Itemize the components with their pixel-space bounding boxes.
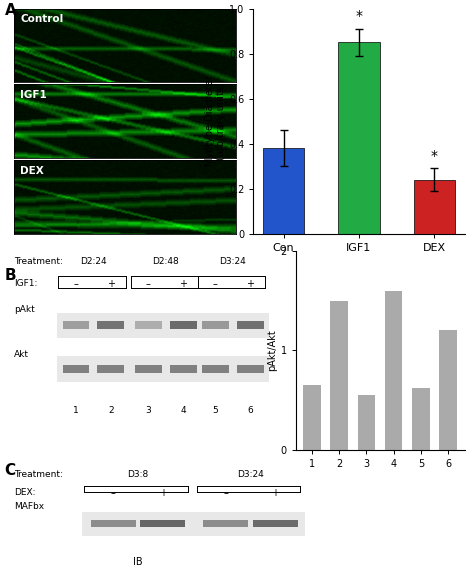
Text: –: – [213, 279, 218, 289]
Text: 6: 6 [247, 406, 253, 415]
Bar [203, 520, 248, 527]
Text: D3:24: D3:24 [237, 470, 264, 479]
Text: +: + [246, 279, 254, 289]
Text: 3: 3 [146, 406, 151, 415]
Text: +: + [179, 279, 187, 289]
Bar [412, 388, 429, 450]
Text: 5: 5 [212, 406, 219, 415]
Bar [82, 512, 305, 536]
Bar [338, 42, 380, 233]
Bar [57, 356, 269, 382]
Bar [439, 331, 457, 450]
Y-axis label: pAkt/Akt: pAkt/Akt [267, 329, 278, 371]
Bar [91, 520, 136, 527]
Text: D3:8: D3:8 [128, 470, 149, 479]
Bar [170, 321, 197, 329]
Text: IGF1:: IGF1: [14, 279, 37, 287]
Text: A: A [5, 3, 17, 18]
Bar [237, 321, 264, 329]
Text: IGF1: IGF1 [20, 90, 47, 100]
Text: Treatment:: Treatment: [14, 257, 63, 266]
Text: *: * [356, 9, 363, 23]
Text: +: + [272, 488, 279, 498]
Text: Control: Control [20, 14, 64, 24]
Bar [57, 312, 269, 339]
Bar [237, 365, 264, 373]
Text: *: * [431, 149, 438, 162]
Bar [303, 385, 321, 450]
Text: pAkt: pAkt [14, 304, 35, 314]
Text: D3:24: D3:24 [219, 257, 246, 266]
Bar [63, 365, 89, 373]
Bar [140, 520, 185, 527]
Bar [263, 148, 304, 233]
Y-axis label: Myotybe Diameter
(arbitrary units): Myotybe Diameter (arbitrary units) [204, 76, 226, 166]
Text: Treatment:: Treatment: [14, 470, 63, 479]
Text: DEX: DEX [20, 166, 44, 176]
Bar [63, 321, 89, 329]
Bar [330, 300, 348, 450]
Bar [385, 291, 402, 450]
Text: D2:48: D2:48 [153, 257, 179, 266]
Text: 2: 2 [108, 406, 114, 415]
Bar [253, 520, 298, 527]
Text: D2:24: D2:24 [80, 257, 107, 266]
Bar [170, 365, 197, 373]
Text: MAFbx: MAFbx [14, 502, 45, 511]
Text: 1: 1 [73, 406, 79, 415]
Text: DEX:: DEX: [14, 488, 36, 497]
Bar [135, 365, 162, 373]
Bar [202, 321, 229, 329]
Text: 4: 4 [181, 406, 186, 415]
Text: +: + [107, 279, 115, 289]
Text: –: – [111, 488, 116, 498]
Text: Akt: Akt [14, 350, 29, 360]
Text: –: – [223, 488, 228, 498]
Text: –: – [146, 279, 151, 289]
Text: –: – [73, 279, 78, 289]
Bar [358, 395, 375, 450]
Bar [97, 365, 124, 373]
Bar [97, 321, 124, 329]
Text: B: B [5, 268, 17, 283]
Bar [135, 321, 162, 329]
Text: IB: IB [133, 557, 143, 567]
Bar [413, 179, 455, 233]
Bar [202, 365, 229, 373]
Text: +: + [159, 488, 167, 498]
Text: C: C [5, 463, 16, 478]
